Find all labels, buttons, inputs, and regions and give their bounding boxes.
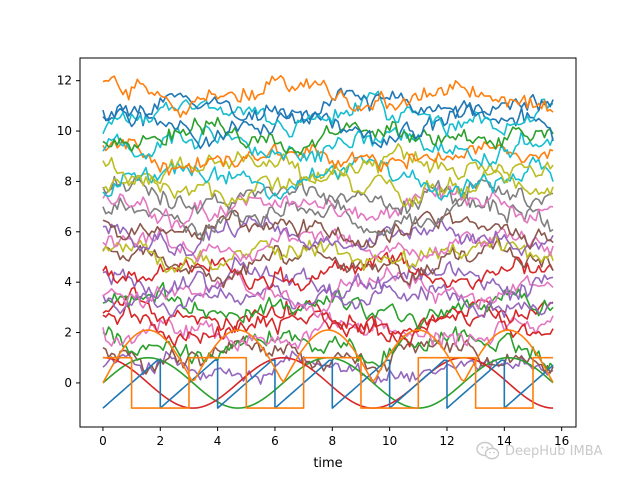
x-tick-label: 10 <box>382 434 397 448</box>
watermark-text: DeepHub IMBA <box>505 443 603 459</box>
noisy-series-line <box>102 103 554 150</box>
x-tick-label: 6 <box>271 434 279 448</box>
wechat-icon <box>476 441 500 460</box>
y-tick-label: 0 <box>64 376 72 390</box>
noisy-series-line <box>102 286 554 344</box>
x-tick-label: 8 <box>328 434 336 448</box>
noisy-series-line <box>102 256 554 301</box>
x-tick-label: 14 <box>497 434 512 448</box>
y-tick-label: 6 <box>64 225 72 239</box>
noisy-series-line <box>102 175 554 216</box>
noisy-series-line <box>102 326 554 372</box>
noisy-series-line <box>102 74 554 119</box>
x-tick-label: 16 <box>554 434 569 448</box>
plot-frame <box>79 57 577 428</box>
y-tick-label: 4 <box>64 275 72 289</box>
noisy-series-line <box>102 87 554 128</box>
noisy-series-line <box>102 191 554 242</box>
sawtooth-series-line <box>102 359 554 409</box>
y-axis: 0 2 4 6 8 10 12 <box>57 74 80 390</box>
noisy-series-line <box>102 116 554 155</box>
abs-sine-series-line <box>102 329 554 384</box>
noisy-series-line <box>102 237 554 289</box>
noisy-series-line <box>102 213 554 257</box>
x-tick-label: 2 <box>156 434 164 448</box>
noisy-series-line <box>102 209 554 250</box>
x-axis-label: time <box>313 456 342 471</box>
noisy-series-line <box>102 138 554 176</box>
y-tick-label: 10 <box>57 124 72 138</box>
watermark: DeepHub IMBA <box>476 440 603 462</box>
series-layer <box>102 74 554 409</box>
x-tick-label: 0 <box>99 434 107 448</box>
noisy-series-line <box>102 304 554 348</box>
x-tick-label: 12 <box>439 434 454 448</box>
y-tick-label: 2 <box>64 326 72 340</box>
x-tick-label: 4 <box>214 434 222 448</box>
cosine-series-line <box>102 356 554 409</box>
noisy-series-line <box>102 282 554 319</box>
square-series-line <box>102 356 554 409</box>
noisy-series-line <box>102 251 554 292</box>
y-tick-label: 12 <box>57 74 72 88</box>
noisy-series-line <box>102 235 554 274</box>
y-tick-label: 8 <box>64 174 72 188</box>
x-axis: 0 2 4 6 8 10 12 14 16 <box>99 427 569 448</box>
noisy-series-line <box>102 143 554 187</box>
